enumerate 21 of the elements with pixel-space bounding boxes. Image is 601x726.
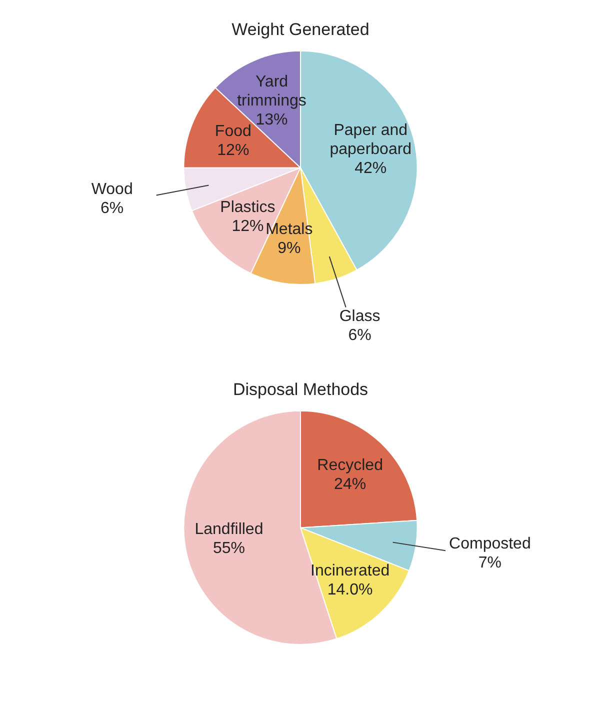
data-label: 6% — [348, 327, 372, 344]
data-label: 14.0% — [327, 581, 373, 598]
slice-label: Wood — [91, 180, 133, 198]
slice-label: Glass — [339, 308, 380, 326]
slice-label: Composted — [449, 536, 531, 553]
data-label: 7% — [478, 554, 502, 572]
slice-label: Paper and paperboard — [330, 122, 412, 158]
slice-label: Plastics — [220, 199, 276, 216]
slice-label: Recycled — [317, 456, 383, 474]
data-label: 9% — [278, 240, 301, 258]
chart-title: Disposal Methods — [232, 380, 368, 399]
data-label: 13% — [256, 112, 288, 129]
data-label: 12% — [217, 142, 250, 159]
slice-label: Food — [214, 122, 252, 140]
chart-title: Weight Generated — [232, 20, 370, 39]
data-label: 42% — [354, 160, 387, 178]
data-label: 6% — [100, 200, 124, 217]
slice-label: Landfilled — [194, 520, 264, 538]
data-label: 55% — [212, 540, 245, 557]
data-label: 24% — [334, 476, 366, 493]
data-label: 12% — [232, 218, 264, 236]
